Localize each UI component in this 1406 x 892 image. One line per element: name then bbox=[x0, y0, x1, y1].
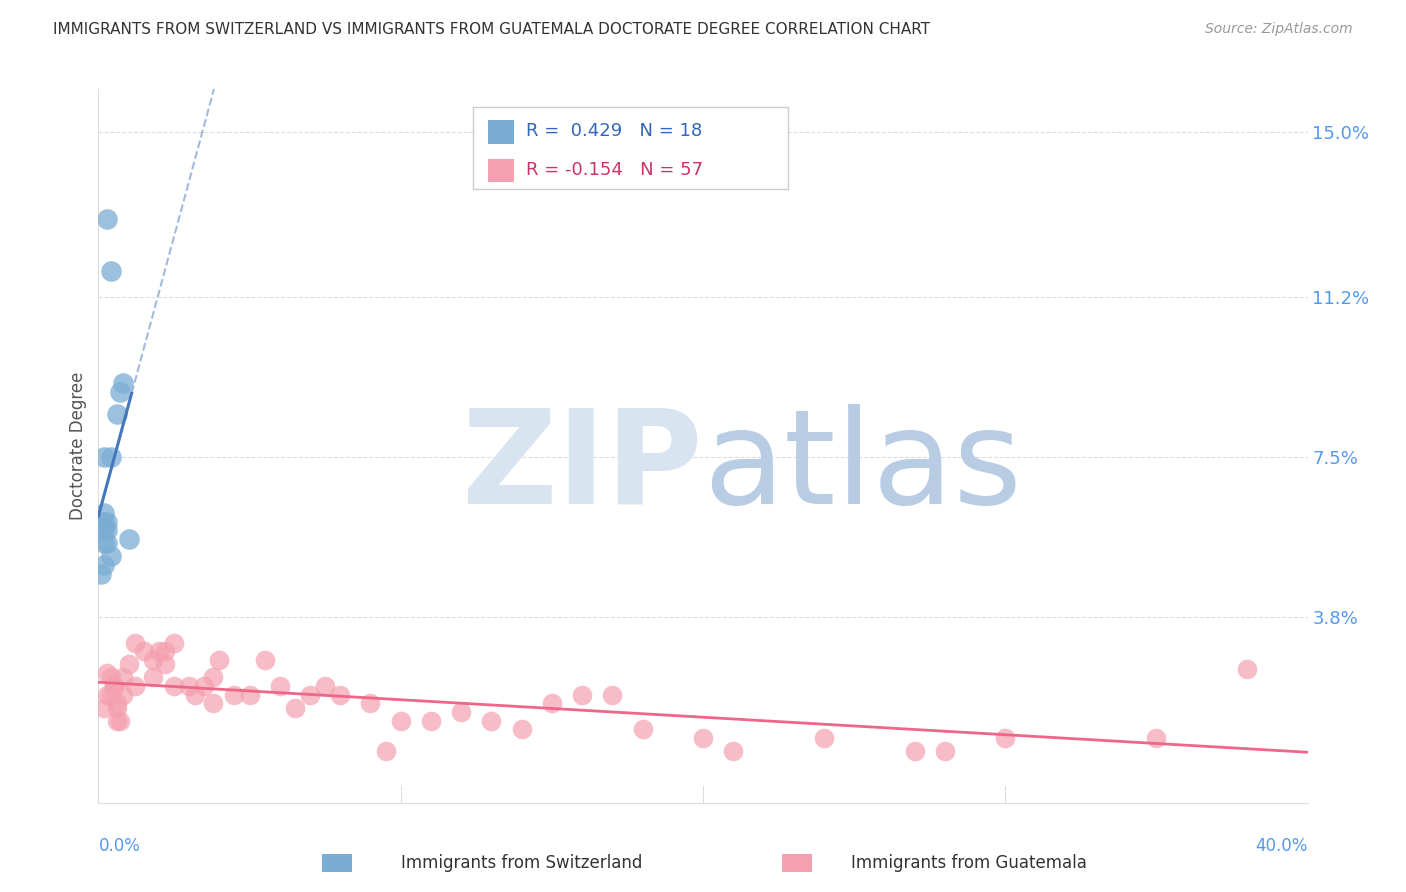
Point bbox=[100, 450, 122, 464]
Point bbox=[571, 688, 593, 702]
Point bbox=[118, 657, 141, 672]
Point bbox=[540, 696, 562, 710]
Point bbox=[96, 211, 118, 226]
Point bbox=[314, 679, 336, 693]
Point bbox=[374, 744, 396, 758]
Text: 40.0%: 40.0% bbox=[1256, 838, 1308, 855]
Point bbox=[100, 264, 122, 278]
Point bbox=[202, 696, 225, 710]
Point bbox=[142, 670, 165, 684]
Point bbox=[239, 688, 262, 702]
Text: Source: ZipAtlas.com: Source: ZipAtlas.com bbox=[1205, 22, 1353, 37]
Point bbox=[100, 549, 122, 564]
Point bbox=[163, 636, 186, 650]
Point bbox=[153, 644, 176, 658]
Bar bbox=[488, 159, 515, 182]
Point bbox=[224, 688, 246, 702]
Point bbox=[111, 670, 134, 684]
Point bbox=[93, 536, 115, 550]
Point bbox=[93, 450, 115, 464]
Bar bbox=[782, 855, 811, 872]
Text: ZIP: ZIP bbox=[461, 404, 703, 531]
Point bbox=[93, 700, 115, 714]
Text: Immigrants from Guatemala: Immigrants from Guatemala bbox=[851, 855, 1087, 872]
Point bbox=[360, 696, 382, 710]
Text: 0.0%: 0.0% bbox=[98, 838, 141, 855]
Point bbox=[124, 636, 146, 650]
Text: Immigrants from Switzerland: Immigrants from Switzerland bbox=[401, 855, 643, 872]
Text: IMMIGRANTS FROM SWITZERLAND VS IMMIGRANTS FROM GUATEMALA DOCTORATE DEGREE CORREL: IMMIGRANTS FROM SWITZERLAND VS IMMIGRANT… bbox=[53, 22, 931, 37]
Point bbox=[723, 744, 745, 758]
Point bbox=[108, 384, 131, 399]
Y-axis label: Doctorate Degree: Doctorate Degree bbox=[69, 372, 87, 520]
Point bbox=[148, 644, 170, 658]
Point bbox=[93, 515, 115, 529]
Point bbox=[105, 407, 128, 421]
Point bbox=[202, 670, 225, 684]
Bar bbox=[322, 855, 353, 872]
Point bbox=[208, 653, 231, 667]
Point bbox=[1236, 662, 1258, 676]
Point bbox=[96, 524, 118, 538]
Point bbox=[103, 679, 125, 693]
Point bbox=[108, 714, 131, 728]
Point bbox=[329, 688, 352, 702]
Point bbox=[93, 524, 115, 538]
Point bbox=[299, 688, 322, 702]
Text: R = -0.154   N = 57: R = -0.154 N = 57 bbox=[526, 161, 703, 178]
Point bbox=[93, 558, 115, 572]
Point bbox=[132, 644, 155, 658]
Point bbox=[420, 714, 443, 728]
Point bbox=[105, 696, 128, 710]
Text: atlas: atlas bbox=[703, 404, 1022, 531]
Point bbox=[692, 731, 714, 745]
Point bbox=[631, 723, 654, 737]
Point bbox=[193, 679, 215, 693]
Point bbox=[124, 679, 146, 693]
Point bbox=[284, 700, 307, 714]
FancyBboxPatch shape bbox=[474, 107, 787, 189]
Point bbox=[934, 744, 956, 758]
Point bbox=[510, 723, 533, 737]
Point bbox=[96, 688, 118, 702]
Point bbox=[105, 700, 128, 714]
Point bbox=[179, 679, 201, 693]
Point bbox=[994, 731, 1017, 745]
Point bbox=[253, 653, 276, 667]
Point bbox=[481, 714, 503, 728]
Text: R =  0.429   N = 18: R = 0.429 N = 18 bbox=[526, 122, 703, 140]
Point bbox=[904, 744, 927, 758]
Point bbox=[100, 688, 122, 702]
Point bbox=[269, 679, 291, 693]
Point bbox=[93, 506, 115, 520]
Point bbox=[105, 714, 128, 728]
Point bbox=[118, 532, 141, 546]
Point bbox=[111, 688, 134, 702]
Point bbox=[103, 679, 125, 693]
Point bbox=[90, 566, 112, 581]
Point bbox=[602, 688, 624, 702]
Point bbox=[96, 666, 118, 681]
Point bbox=[450, 705, 472, 719]
Point bbox=[184, 688, 207, 702]
Bar bbox=[488, 120, 515, 144]
Point bbox=[813, 731, 835, 745]
Point bbox=[111, 376, 134, 391]
Point bbox=[153, 657, 176, 672]
Point bbox=[142, 653, 165, 667]
Point bbox=[1144, 731, 1167, 745]
Point bbox=[100, 670, 122, 684]
Point bbox=[389, 714, 412, 728]
Point bbox=[96, 515, 118, 529]
Point bbox=[163, 679, 186, 693]
Point bbox=[96, 536, 118, 550]
